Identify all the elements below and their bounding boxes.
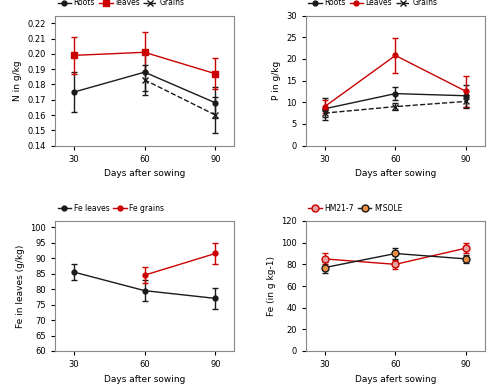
Legend: HM21-7, M'SOLE: HM21-7, M'SOLE bbox=[306, 201, 404, 215]
X-axis label: Days afert sowing: Days afert sowing bbox=[354, 374, 436, 384]
Y-axis label: N in g/kg: N in g/kg bbox=[13, 60, 22, 101]
Legend: Roots, leaves, Grains: Roots, leaves, Grains bbox=[55, 0, 186, 10]
Y-axis label: Fe in leaves (g/kg): Fe in leaves (g/kg) bbox=[16, 244, 24, 328]
Y-axis label: Fe (in g kg-1): Fe (in g kg-1) bbox=[266, 256, 276, 316]
X-axis label: Days after sowing: Days after sowing bbox=[104, 374, 186, 384]
Y-axis label: P in g/kg: P in g/kg bbox=[272, 61, 280, 100]
X-axis label: Days after sowing: Days after sowing bbox=[354, 169, 436, 178]
Legend: Fe leaves, Fe grains: Fe leaves, Fe grains bbox=[55, 201, 166, 215]
X-axis label: Days after sowing: Days after sowing bbox=[104, 169, 186, 178]
Legend: Roots, Leaves, Grains: Roots, Leaves, Grains bbox=[306, 0, 440, 10]
